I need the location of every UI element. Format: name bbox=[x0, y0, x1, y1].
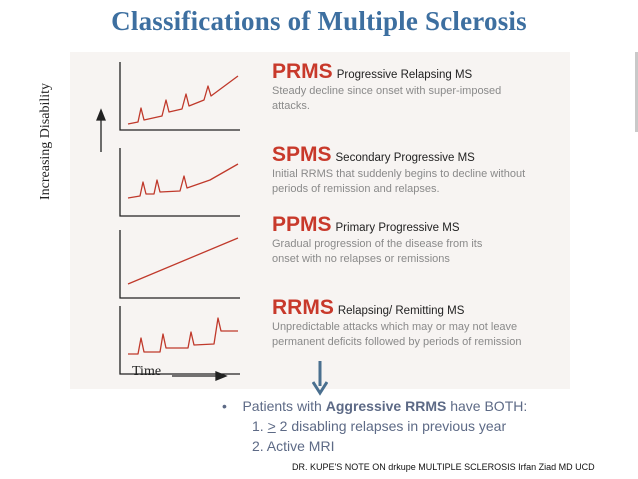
item1-number: 1. bbox=[252, 418, 264, 434]
rrms-curve bbox=[128, 317, 238, 355]
bullet-marker: • bbox=[222, 398, 227, 414]
graph-frame-ppms bbox=[119, 230, 240, 299]
x-axis-label: Time bbox=[132, 364, 162, 379]
bullet-item-2: 2. Active MRI bbox=[252, 438, 335, 454]
bullet-item-1: 1. > 2 disabling relapses in previous ye… bbox=[222, 416, 527, 436]
prms-text-line1: Steady decline since onset with super-im… bbox=[272, 85, 502, 97]
prms-description: PRMS Progressive Relapsing MS Steady decl… bbox=[272, 60, 572, 113]
slide-edge-divider bbox=[635, 52, 638, 132]
spms-text-line2: periods of remission and relapses. bbox=[272, 182, 440, 195]
y-axis-label: Increasing Disability bbox=[38, 0, 54, 200]
graph-frame-rrms bbox=[119, 306, 240, 375]
ppms-curve bbox=[127, 237, 239, 285]
ppms-abbr: PPMS bbox=[272, 213, 332, 236]
spms-curve bbox=[127, 163, 239, 199]
bullet-intro: • Patients with Aggressive RRMS have BOT… bbox=[222, 396, 527, 416]
y-axis-label-text: Increasing Disability bbox=[38, 82, 53, 200]
item1-text: 2 disabling relapses in previous year bbox=[279, 418, 507, 434]
spms-description: SPMS Secondary Progressive MS Initial RRM… bbox=[272, 143, 572, 196]
graph-frame-prms bbox=[119, 62, 240, 131]
slide-footer: DR. KUPE'S NOTE ON drkupe MULTIPLE SCLER… bbox=[292, 462, 595, 472]
bullet-intro-after: have BOTH: bbox=[450, 398, 528, 414]
rrms-text-line1: Unpredictable attacks which may or may n… bbox=[272, 321, 518, 333]
ppms-text-line1: Gradual progression of the disease from … bbox=[272, 238, 483, 250]
ms-course-graphs bbox=[96, 62, 240, 381]
spms-name: Secondary Progressive MS bbox=[335, 152, 475, 164]
criteria-bullets: • Patients with Aggressive RRMS have BOT… bbox=[222, 396, 527, 456]
prms-abbr: PRMS bbox=[272, 60, 333, 83]
slide-title: Classifications of Multiple Sclerosis bbox=[111, 6, 527, 36]
y-axis-arrowhead bbox=[96, 108, 106, 121]
rrms-abbr: RRMS bbox=[272, 296, 334, 319]
rrms-name: Relapsing/ Remitting MS bbox=[337, 305, 465, 317]
item1-symbol: > bbox=[267, 418, 276, 434]
spms-abbr: SPMS bbox=[272, 143, 332, 166]
bullet-intro-before: Patients with bbox=[242, 398, 322, 414]
prms-curve bbox=[127, 75, 239, 125]
down-arrow-icon bbox=[312, 361, 328, 396]
bullet-intro-bold: Aggressive RRMS bbox=[325, 398, 447, 414]
graph-frame-spms bbox=[119, 148, 240, 217]
ppms-text-line2: onset with no relapses or remissions bbox=[272, 252, 450, 265]
ppms-name: Primary Progressive MS bbox=[335, 222, 460, 234]
prms-text-line2: attacks. bbox=[272, 99, 310, 112]
ppms-description: PPMS Primary Progressive MS Gradual progr… bbox=[272, 213, 572, 266]
prms-name: Progressive Relapsing MS bbox=[336, 69, 473, 81]
rrms-description: RRMS Relapsing/ Remitting MS Unpredictabl… bbox=[272, 296, 572, 349]
x-axis-arrowhead bbox=[215, 371, 228, 381]
spms-text-line1: Initial RRMS that suddenly begins to dec… bbox=[272, 168, 526, 180]
figure-panel bbox=[70, 52, 570, 389]
rrms-text-line2: permanent deficits followed by periods o… bbox=[272, 335, 522, 348]
